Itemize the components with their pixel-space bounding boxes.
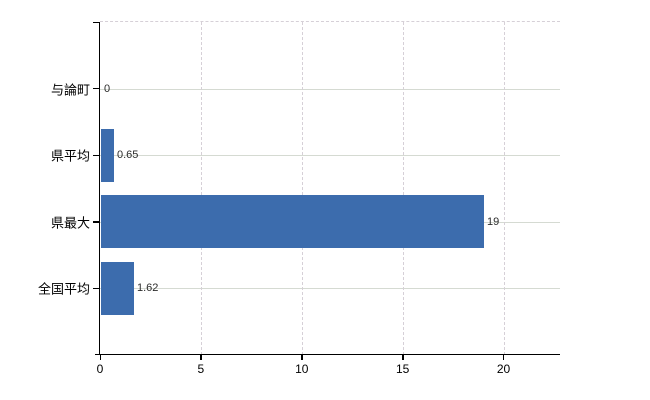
category-label: 全国平均 <box>37 281 90 297</box>
bar <box>101 128 114 182</box>
gridline-h <box>100 288 560 290</box>
bar-value-label: 0.65 <box>117 149 139 162</box>
x-axis-tick <box>200 355 202 360</box>
x-tick-label: 15 <box>395 362 410 376</box>
x-axis-tick <box>99 355 101 360</box>
y-axis-tick <box>93 21 100 23</box>
x-tick-label: 10 <box>295 362 309 376</box>
x-axis-tick <box>301 355 303 360</box>
category-label: 県平均 <box>50 148 90 164</box>
x-tick-label: 0 <box>96 362 104 376</box>
x-axis-tick <box>503 355 505 360</box>
y-axis-tick <box>93 221 100 223</box>
plot-top-border <box>100 21 560 22</box>
y-axis-tick <box>93 88 100 90</box>
x-axis-line <box>95 354 560 356</box>
bar <box>101 261 134 315</box>
y-axis-tick <box>93 287 100 290</box>
bar-value-label: 1.62 <box>137 282 159 295</box>
category-label: 県最大 <box>50 215 90 231</box>
y-axis-line <box>98 22 100 355</box>
x-tick-label: 20 <box>496 362 511 376</box>
category-label: 与論町 <box>50 82 90 98</box>
x-tick-label: 5 <box>197 362 205 376</box>
gridline-v <box>503 22 505 355</box>
y-axis-tick <box>93 154 100 157</box>
gridline-v <box>402 22 404 355</box>
gridline-h <box>100 88 560 90</box>
gridline-v <box>200 22 202 355</box>
bar <box>101 195 484 249</box>
gridline-h <box>100 155 560 157</box>
bar-value-label: 0 <box>104 82 111 95</box>
x-axis-tick <box>402 355 404 360</box>
bar-value-label: 19 <box>487 215 500 228</box>
gridline-v <box>301 22 303 355</box>
